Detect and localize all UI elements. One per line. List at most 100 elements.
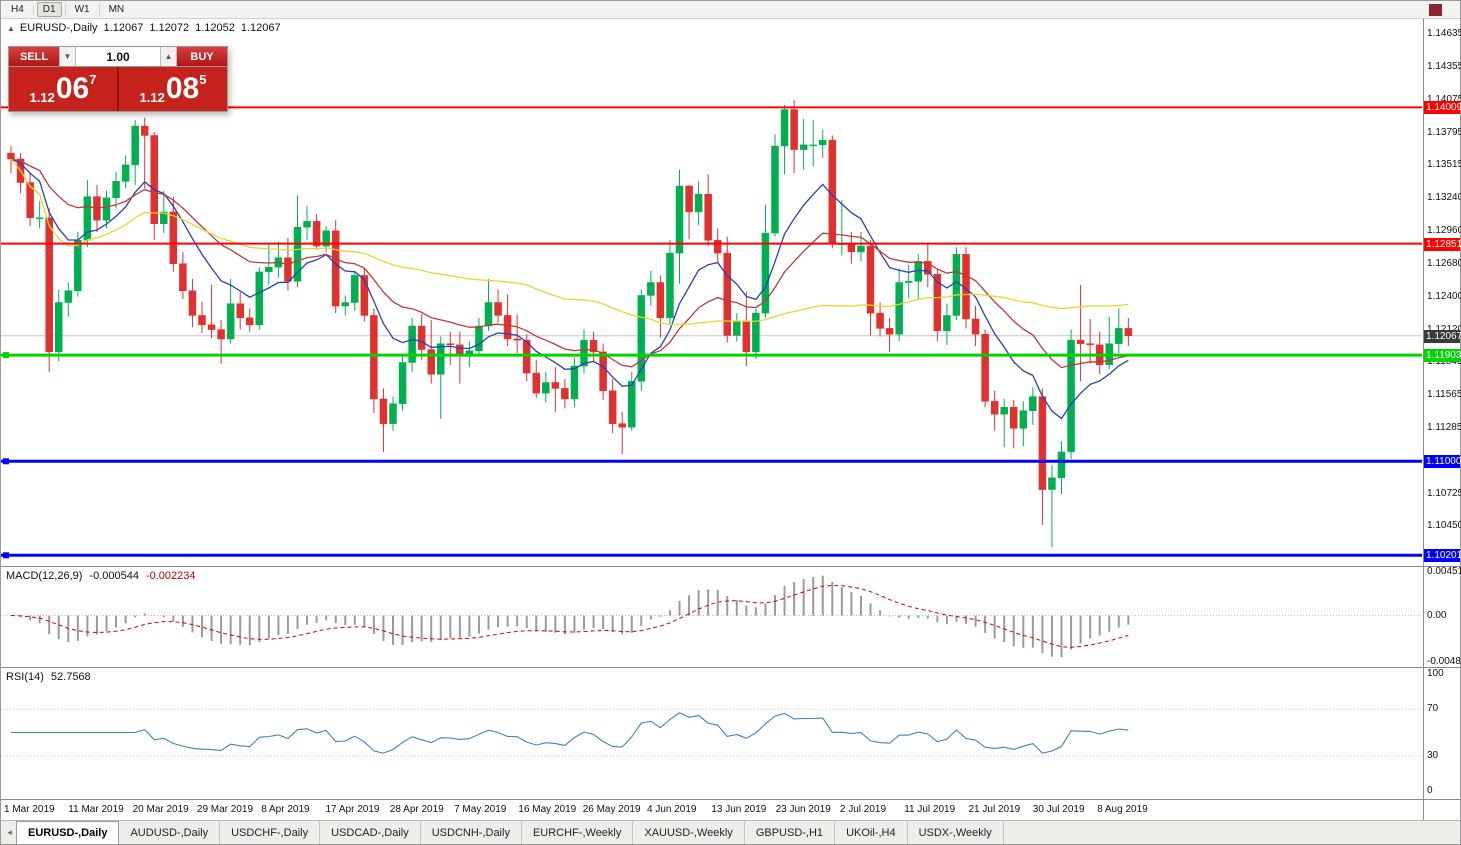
toolbar-separator [32,4,34,15]
sell-price-pips: 06 [55,72,90,105]
chart-tab-ukoil-h4[interactable]: UKOil-,H4 [835,821,908,844]
price-axis-label: 1.13515 [1427,159,1461,171]
rsi-axis-label: 0 [1427,785,1433,796]
price-axis-label: 1.12120 [1427,324,1461,335]
toolbar-separator [98,4,100,15]
level-price-badge: 1.11000 [1424,455,1461,469]
date-axis-label: 7 May 2019 [454,804,507,815]
timeframe-toolbar: H4 D1 W1 MN [1,1,1460,19]
one-click-trading-panel: SELL ▼ 1.00 ▲ BUY 1.12 06 7 1.12 08 5 [8,46,228,112]
rsi-label-line: RSI(14) 52.7568 [6,671,91,683]
timeframe-button-h4[interactable]: H4 [11,4,24,15]
price-axis-label: 1.11565 [1427,388,1461,400]
chart-tabs-bar: ◂ EURUSD-,Daily AUDUSD-,Daily USDCHF-,Dail… [1,820,1460,844]
price-axis-label: 1.13240 [1427,191,1461,203]
volume-increase-button[interactable]: ▲ [160,47,177,66]
date-axis-label: 8 Aug 2019 [1097,804,1148,815]
price-axis-label: 1.14635 [1427,27,1461,39]
ohlc-open: 1.12067 [103,22,144,34]
ohlc-info: ▲ EURUSD-,Daily 1.12067 1.12072 1.12052 … [7,22,281,34]
candlestick-chart[interactable] [1,19,1422,566]
date-axis-label: 30 Jul 2019 [1032,804,1085,815]
timeframe-button-d1[interactable]: D1 [36,2,62,17]
level-price-badge: 1.11903 [1424,349,1461,363]
rsi-axis: 100 70 30 0 [1423,668,1460,799]
macd-axis-label: -0.004806 [1427,656,1461,668]
macd-axis-label: 0.004517 [1427,565,1461,577]
axis-corner [1423,800,1460,820]
macd-axis-label: 0.00 [1427,609,1447,621]
date-axis-label: 20 Mar 2019 [132,804,189,815]
chart-tab-usdcnh-daily[interactable]: USDCNH-,Daily [421,821,522,844]
price-axis-label: 1.11285 [1427,421,1461,433]
chart-tab-audusd-daily[interactable]: AUDUSD-,Daily [119,821,221,844]
date-axis-label: 17 Apr 2019 [325,804,380,815]
date-axis-label: 26 May 2019 [582,804,641,815]
date-axis-label: 29 Mar 2019 [196,804,254,815]
price-axis[interactable]: 1.14635 1.14355 1.14075 1.13795 1.13515 1.132… [1423,19,1461,566]
ohlc-close: 1.12067 [240,22,281,34]
macd-main-value: -0.000544 [89,570,139,582]
date-axis-label: 23 Jun 2019 [775,804,831,815]
price-axis-label: 1.12680 [1427,257,1461,269]
date-axis-label: 16 May 2019 [518,804,577,815]
level-price-badge: 1.14009 [1424,101,1461,115]
price-axis-label: 1.10725 [1427,487,1461,499]
chart-symbol-label: EURUSD-,Daily [19,22,98,34]
price-axis-label: 1.14355 [1427,60,1461,72]
chart-tab-eurusd-daily[interactable]: EURUSD-,Daily [16,821,120,844]
date-axis[interactable]: 1 Mar 2019 11 Mar 2019 20 Mar 2019 29 Mar 2… [1,800,1460,820]
chart-tab-xauusd-weekly[interactable]: XAUUSD-,Weekly [633,821,745,844]
macd-label: MACD(12,26,9) [6,570,83,582]
chart-tab-usdchf-daily[interactable]: USDCHF-,Daily [220,821,321,844]
rsi-value: 52.7568 [50,671,91,683]
price-axis-label: 1.10450 [1427,520,1461,531]
level-price-badge: 1.10201 [1424,549,1461,563]
chart-tab-eurchf-weekly[interactable]: EURCHF-,Weekly [522,821,634,844]
macd-panel: MACD(12,26,9) -0.000544 -0.002234 0.0045… [1,565,1461,668]
rsi-chart[interactable] [1,668,1422,799]
terminal-logo-icon [1429,3,1442,16]
chart-tab-usdx-weekly[interactable]: USDX-,Weekly [908,821,1004,844]
sell-price-display[interactable]: 1.12 06 7 [9,67,117,111]
date-axis-label: 13 Jun 2019 [711,804,767,815]
sell-price-point: 7 [89,72,97,87]
ohlc-low: 1.12052 [195,22,235,34]
timeframe-button-mn[interactable]: MN [108,4,125,15]
buy-button[interactable]: BUY [177,47,227,66]
price-axis-label: 1.14075 [1427,93,1461,105]
toolbar-separator [64,4,66,15]
buy-price-pips: 08 [165,72,200,105]
volume-input[interactable]: 1.00 [76,47,160,66]
price-axis-label: 1.12960 [1427,224,1461,236]
current-price-badge: 1.12067 [1424,329,1461,343]
price-axis-label: 1.13795 [1427,126,1461,138]
date-axis-label: 8 Apr 2019 [261,804,310,815]
sell-price-figure: 1.12 [29,90,55,105]
rsi-axis-label: 30 [1427,749,1439,761]
volume-decrease-button[interactable]: ▼ [59,47,76,66]
buy-price-figure: 1.12 [139,90,165,105]
date-axis-label: 11 Mar 2019 [68,804,124,815]
date-axis-label: 2 Jul 2019 [839,804,887,815]
collapse-triangle-icon[interactable]: ▲ [7,23,15,33]
tab-scroll-left-icon[interactable]: ◂ [7,827,12,837]
chart-tab-usdcad-daily[interactable]: USDCAD-,Daily [320,821,421,844]
rsi-axis-label: 100 [1427,668,1444,679]
rsi-panel: RSI(14) 52.7568 100 70 30 0 [1,668,1460,800]
buy-price-display[interactable]: 1.12 08 5 [119,67,227,111]
chart-tab-gbpusd-h1[interactable]: GBPUSD-,H1 [745,821,836,844]
macd-chart[interactable] [1,567,1422,667]
buy-price-point: 5 [199,72,207,87]
date-axis-label: 21 Jul 2019 [968,804,1021,815]
rsi-label: RSI(14) [6,671,44,683]
timeframe-buttons: H4 D1 W1 MN [5,2,130,17]
level-price-badge: 1.12851 [1424,237,1461,251]
macd-axis: 0.004517 0.00 -0.004806 [1423,565,1461,668]
macd-label-line: MACD(12,26,9) -0.000544 -0.002234 [6,570,196,582]
sell-button[interactable]: SELL [9,47,59,66]
timeframe-button-w1[interactable]: W1 [74,4,90,15]
price-axis-label: 1.12400 [1427,290,1461,302]
date-axis-label: 11 Jul 2019 [904,804,956,815]
